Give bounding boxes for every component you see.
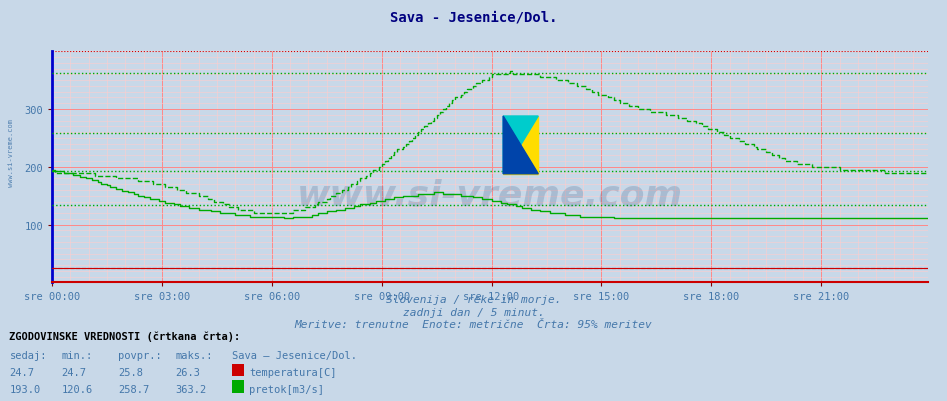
Text: Sava - Jesenice/Dol.: Sava - Jesenice/Dol.: [390, 10, 557, 24]
Text: 363.2: 363.2: [175, 384, 206, 394]
Text: 120.6: 120.6: [62, 384, 93, 394]
Text: temperatura[C]: temperatura[C]: [249, 367, 336, 377]
Text: zadnji dan / 5 minut.: zadnji dan / 5 minut.: [402, 307, 545, 317]
Text: 258.7: 258.7: [118, 384, 150, 394]
Text: Sava – Jesenice/Dol.: Sava – Jesenice/Dol.: [232, 350, 357, 360]
Text: sedaj:: sedaj:: [9, 350, 47, 360]
Polygon shape: [503, 117, 538, 174]
Text: www.si-vreme.com: www.si-vreme.com: [9, 118, 14, 186]
Text: pretok[m3/s]: pretok[m3/s]: [249, 384, 324, 394]
Text: min.:: min.:: [62, 350, 93, 360]
Text: maks.:: maks.:: [175, 350, 213, 360]
Text: Meritve: trenutne  Enote: metrične  Črta: 95% meritev: Meritve: trenutne Enote: metrične Črta: …: [295, 319, 652, 329]
Text: 24.7: 24.7: [62, 367, 86, 377]
Text: 193.0: 193.0: [9, 384, 41, 394]
Polygon shape: [503, 117, 538, 174]
Polygon shape: [503, 117, 538, 174]
Text: 26.3: 26.3: [175, 367, 200, 377]
Text: ZGODOVINSKE VREDNOSTI (črtkana črta):: ZGODOVINSKE VREDNOSTI (črtkana črta):: [9, 331, 241, 341]
Text: www.si-vreme.com: www.si-vreme.com: [297, 178, 683, 212]
Text: 24.7: 24.7: [9, 367, 34, 377]
Text: Slovenija / reke in morje.: Slovenija / reke in morje.: [385, 295, 562, 305]
Text: povpr.:: povpr.:: [118, 350, 162, 360]
Text: 25.8: 25.8: [118, 367, 143, 377]
